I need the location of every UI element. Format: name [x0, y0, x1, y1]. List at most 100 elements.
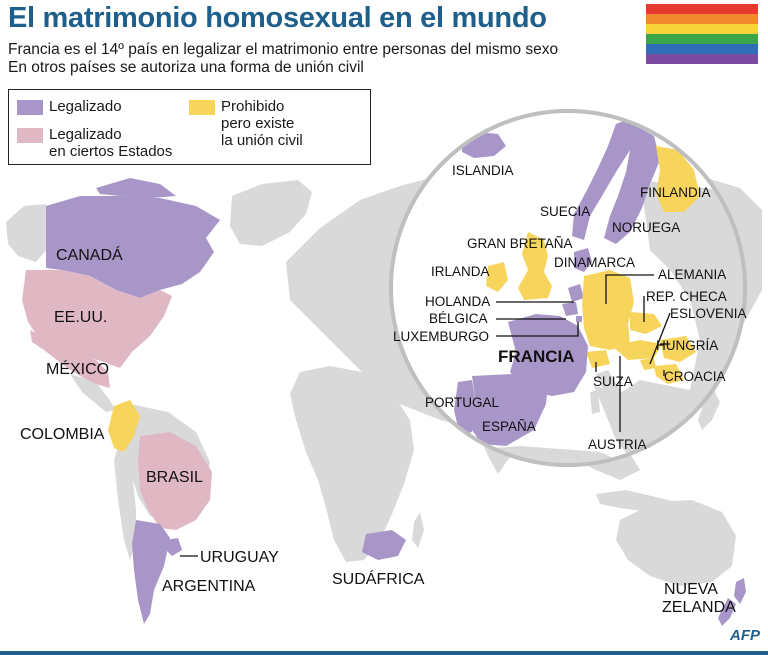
norway-shape	[572, 116, 644, 240]
central-america	[70, 374, 116, 412]
flag-stripe	[646, 44, 758, 54]
label-czech: REP. CHECA	[646, 289, 727, 304]
label-austria: AUSTRIA	[588, 437, 647, 452]
label-belgium: BÉLGICA	[429, 311, 488, 326]
luxembourg-shape	[576, 316, 582, 322]
colombia-region	[108, 400, 140, 452]
label-iceland: ISLANDIA	[452, 163, 514, 178]
label-ireland: IRLANDA	[431, 264, 490, 279]
mexico-region	[30, 330, 110, 388]
legend-label-prohibited: Prohibido pero existe la unión civil	[221, 98, 303, 149]
alaska	[6, 204, 48, 262]
label-brasil: BRASIL	[146, 469, 203, 486]
slovenia-shape	[640, 358, 656, 370]
czech-shape	[630, 312, 662, 334]
legend-item-prohibited: Prohibido pero existe la unión civil	[189, 98, 303, 149]
rainbow-flag	[646, 4, 758, 64]
greenland	[230, 180, 312, 246]
flag-stripe	[646, 34, 758, 44]
label-switzerland: SUIZA	[593, 374, 633, 389]
new-zealand-south	[718, 598, 736, 626]
flag-stripe	[646, 4, 758, 14]
europe-labels: ISLANDIA SUECIA FINLANDIA NORUEGA GRAN B…	[393, 163, 747, 452]
label-norway: NORUEGA	[612, 220, 680, 235]
afp-logo: AFP	[730, 627, 760, 644]
label-colombia: COLOMBIA	[20, 426, 105, 443]
pointer-alemania	[605, 274, 654, 304]
legend-label-legalized: Legalizado	[49, 98, 122, 115]
label-mexico: MÉXICO	[46, 359, 109, 378]
label-finland: FINLANDIA	[640, 185, 711, 200]
subtitle-line-1: Francia es el 14º país en legalizar el m…	[8, 41, 559, 58]
bottom-rule	[0, 651, 768, 655]
map-legend: Legalizado Legalizado en ciertos Estados…	[8, 89, 371, 165]
label-canada: CANADÁ	[56, 245, 123, 264]
pointer-lines	[180, 274, 671, 557]
new-zealand-north	[734, 578, 746, 604]
netherlands-shape	[568, 284, 584, 302]
africa	[290, 366, 414, 562]
usa-region	[22, 270, 172, 368]
legend-item-some-states: Legalizado en ciertos Estados	[17, 126, 172, 160]
australia	[616, 500, 736, 586]
label-slovenia: ESLOVENIA	[670, 306, 747, 321]
label-netherlands: HOLANDA	[425, 294, 490, 309]
legend-swatch-some-states	[17, 128, 43, 143]
legend-swatch-legalized	[17, 100, 43, 115]
portugal-shape	[454, 380, 476, 436]
label-luxembourg: LUXEMBURGO	[393, 329, 489, 344]
label-croatia: CROACIA	[664, 369, 726, 384]
label-hungary: HUNGRÍA	[656, 338, 718, 353]
arctic-islands	[96, 178, 176, 198]
italy-shape	[596, 370, 648, 440]
label-portugal: PORTUGAL	[425, 395, 500, 410]
austria-shape	[612, 340, 662, 360]
label-great-britain: GRAN BRETAÑA	[467, 236, 573, 251]
uruguay-region	[166, 538, 182, 556]
croatia-shape	[654, 364, 684, 384]
americas-colored	[22, 178, 746, 626]
label-usa: EE.UU.	[54, 309, 107, 326]
argentina-region	[132, 520, 170, 624]
pointer-eslovenia	[649, 312, 671, 365]
hungary-shape	[660, 336, 696, 362]
finland-shape	[656, 146, 700, 212]
switzerland-shape	[586, 350, 610, 368]
south-america-west	[114, 440, 136, 560]
sweden-shape	[604, 126, 660, 244]
label-south-africa: SUDÁFRICA	[332, 569, 425, 588]
world-labels: CANADÁ EE.UU. MÉXICO COLOMBIA BRASIL URU…	[20, 245, 736, 616]
denmark-shape	[574, 248, 592, 272]
europe-inset	[389, 109, 747, 467]
label-germany: ALEMANIA	[658, 267, 726, 282]
label-denmark: DINAMARCA	[554, 255, 635, 270]
madagascar	[412, 512, 424, 548]
page-title: El matrimonio homosexual en el mundo	[8, 2, 547, 34]
sardinia	[590, 390, 600, 414]
label-uruguay: URUGUAY	[200, 549, 279, 566]
label-sweden: SUECIA	[540, 204, 590, 219]
flag-stripe	[646, 14, 758, 24]
brasil-region	[138, 432, 212, 530]
south-africa-region	[362, 530, 406, 560]
ireland-shape	[486, 262, 508, 292]
legend-swatch-prohibited	[189, 100, 215, 115]
legend-item-legalized: Legalizado	[17, 98, 122, 115]
label-france: FRANCIA	[498, 347, 575, 366]
spain-shape	[472, 374, 548, 446]
label-argentina: ARGENTINA	[162, 578, 256, 595]
flag-stripe	[646, 54, 758, 64]
legend-label-some-states: Legalizado en ciertos Estados	[49, 126, 173, 160]
germany-shape	[582, 270, 634, 350]
france-shape	[508, 314, 588, 396]
label-new-zealand-1: NUEVA	[664, 581, 718, 598]
belgium-shape	[562, 302, 578, 316]
japan	[698, 390, 720, 430]
flag-stripe	[646, 24, 758, 34]
canada-region	[46, 196, 220, 298]
subtitle-line-2: En otros países se autoriza una forma de…	[8, 59, 364, 76]
label-spain: ESPAÑA	[482, 419, 536, 434]
great-britain-shape	[518, 232, 552, 300]
pointer-luxemburgo	[496, 322, 579, 337]
